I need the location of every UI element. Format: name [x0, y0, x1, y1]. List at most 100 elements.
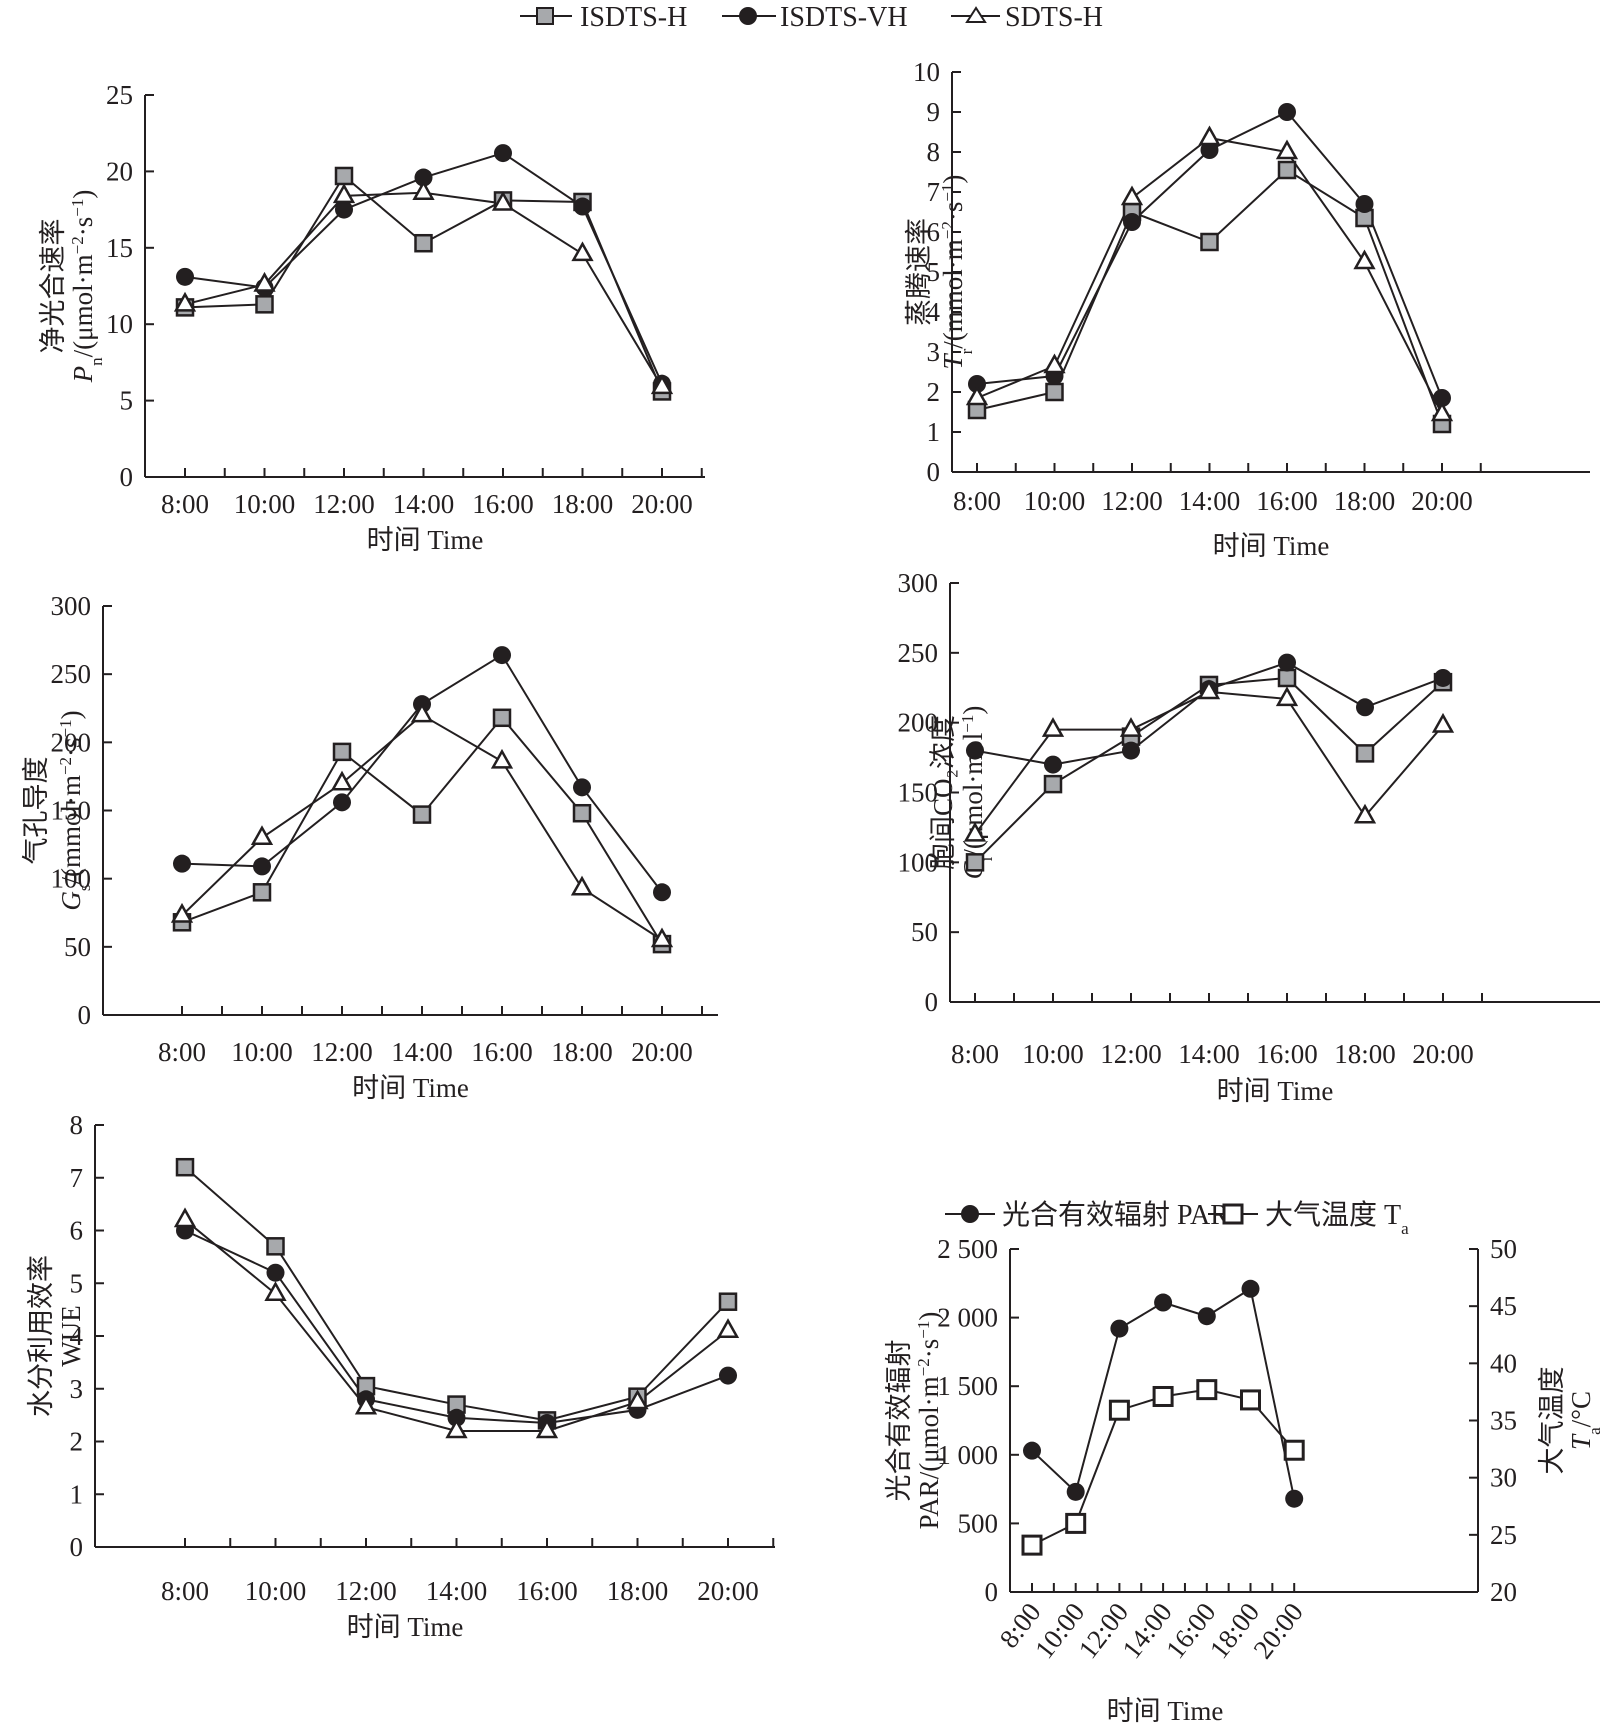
y-tick-label: 0 [70, 1532, 84, 1562]
data-point-sdts-h [1431, 712, 1455, 733]
y-tick-label: 6 [70, 1216, 84, 1246]
data-point-sdts-h [1275, 139, 1299, 160]
y-axis-title: 光合有效辐射 [884, 1340, 914, 1502]
circle-marker-icon [739, 7, 757, 25]
y-tick-label: 50 [911, 917, 938, 947]
data-point-isdts-vh [493, 646, 511, 665]
data-point-isdts-h [252, 883, 272, 902]
x-tick-label: 18:00 [552, 489, 614, 519]
y2-tick-label: 40 [1490, 1348, 1517, 1378]
y-tick-label: 250 [51, 659, 92, 689]
data-point-sdts-h [250, 825, 274, 846]
x-tick-label: 16:00 [516, 1576, 578, 1606]
y2-tick-label: 25 [1490, 1520, 1517, 1550]
data-point-isdts-vh [333, 793, 351, 812]
data-point-sdts-h [1275, 686, 1299, 707]
y-tick-label: 1 [70, 1479, 84, 1509]
x-tick-label: 20:00 [631, 489, 693, 519]
top-legend: ISDTS-H ISDTS-VH SDTS-H [520, 2, 1103, 33]
data-point-isdts-vh [253, 857, 271, 876]
data-point-isdts-h [492, 708, 512, 728]
legend-item-sdts-h: SDTS-H [951, 2, 1103, 33]
data-point-isdts-vh [966, 741, 984, 760]
x-tick-label: 14:00 [426, 1576, 488, 1606]
data-point-isdts-vh [968, 375, 986, 393]
y-tick-label: 300 [51, 591, 92, 621]
x-tick-label: 16:00 [472, 489, 534, 519]
data-point-isdts-h [1043, 774, 1063, 794]
y2-tick-label: 50 [1490, 1234, 1517, 1264]
x-tick-label: 8:00 [951, 1039, 999, 1069]
data-point-isdts-vh [1434, 668, 1452, 687]
data-point-sdts-h [963, 821, 987, 842]
square-marker-icon [536, 7, 554, 25]
x-tick-label: 14:00 [393, 489, 455, 519]
legend-item-isdts-h: ISDTS-H [520, 2, 687, 33]
x-tick-label: 14:00 [391, 1037, 453, 1067]
data-point-sdts-h [354, 1394, 378, 1415]
y-tick-label: 9 [927, 97, 941, 127]
y-tick-label: 8 [70, 1110, 84, 1140]
x-axis-title: 时间 Time [1107, 1696, 1224, 1726]
data-point-isdts-h [572, 803, 592, 823]
chart-pn: 0 5 10 15 20 25 8:00 10:00 12:00 14:00 16:00 18:00 2… [38, 80, 705, 555]
x-tick-label: 18:00 [1204, 1597, 1266, 1664]
x-tick-label: 12:00 [313, 489, 375, 519]
data-point-par [1023, 1441, 1041, 1460]
data-point-ta [1283, 1439, 1305, 1461]
y2-axis-unit: Ta/°C [1566, 1391, 1602, 1450]
x-tick-label: 16:00 [471, 1037, 533, 1067]
data-point-par [1197, 1307, 1216, 1326]
y-tick-label: 3 [927, 337, 941, 367]
x-tick-label: 8:00 [161, 489, 209, 519]
y-tick-label: 20 [106, 156, 133, 186]
x-tick-label: 20:00 [1247, 1597, 1309, 1664]
series-line-isdts-h [181, 716, 663, 945]
y2-axis-title: 大气温度 [1537, 1367, 1567, 1475]
data-point-sdts-h [1119, 717, 1143, 737]
y2-tick-label: 45 [1490, 1291, 1517, 1321]
x-tick-label: 18:00 [607, 1576, 669, 1606]
data-point-ta [1152, 1385, 1174, 1407]
chart-tr: 0 1 2 3 4 5 6 7 8 9 10 8:00 10:00 12:00 14:00 16:00 18:0… [904, 57, 1590, 561]
y2-tick-label: 30 [1490, 1463, 1517, 1493]
data-point-isdts-vh [1122, 741, 1140, 760]
x-tick-label: 8:00 [161, 1576, 209, 1606]
data-point-isdts-h [1277, 160, 1297, 180]
x-tick-label: 10:00 [1022, 1039, 1084, 1069]
y-tick-label: 0 [925, 987, 939, 1017]
data-point-isdts-h [412, 805, 432, 824]
data-point-isdts-h [414, 233, 433, 253]
x-tick-label: 12:00 [335, 1576, 397, 1606]
y-tick-label: 2 500 [937, 1234, 998, 1264]
data-point-par [1154, 1293, 1173, 1312]
y-tick-label: 5 [70, 1268, 84, 1298]
data-point-sdts-h [1353, 249, 1376, 270]
data-point-sdts-h [490, 748, 514, 769]
y-axis-unit: Gs/(mmol·m−2·s−1) [56, 710, 94, 910]
x-axis-title: 时间 Time [1213, 531, 1330, 561]
data-point-isdts-h [1277, 668, 1297, 688]
data-point-sdts-h [412, 180, 435, 201]
legend-label-ta: 大气温度 Ta [1265, 1199, 1409, 1238]
x-tick-label: 12:00 [1073, 1597, 1135, 1664]
data-point-sdts-h [650, 927, 674, 948]
data-point-sdts-h [173, 291, 197, 312]
x-tick-label: 18:00 [1334, 1039, 1396, 1069]
data-point-sdts-h [571, 241, 594, 262]
x-axis-title: 时间 Time [347, 1612, 464, 1642]
x-tick-label: 14:00 [1116, 1597, 1178, 1664]
chart-ci: 0 50 100 150 200 250 300 8:00 10:00 12:00 14:00 16:… [898, 568, 1600, 1106]
open-square-marker-icon [1222, 1203, 1244, 1225]
y-axis-unit: Pn/(μmol·m−2·s−1) [68, 190, 106, 384]
y-tick-label: 4 [927, 297, 941, 327]
y-axis-title: 气孔导度 [21, 757, 51, 865]
y-tick-label: 500 [958, 1508, 999, 1538]
x-tick-label: 12:00 [311, 1037, 373, 1067]
x-axis-title: 时间 Time [352, 1073, 469, 1103]
y-axis-title: 胞间CO₂浓度 [928, 715, 958, 870]
x-tick-label: 14:00 [1179, 486, 1241, 516]
data-point-isdts-h [1045, 382, 1064, 402]
data-point-ta [1065, 1512, 1087, 1534]
x-tick-label: 8:00 [953, 486, 1001, 516]
